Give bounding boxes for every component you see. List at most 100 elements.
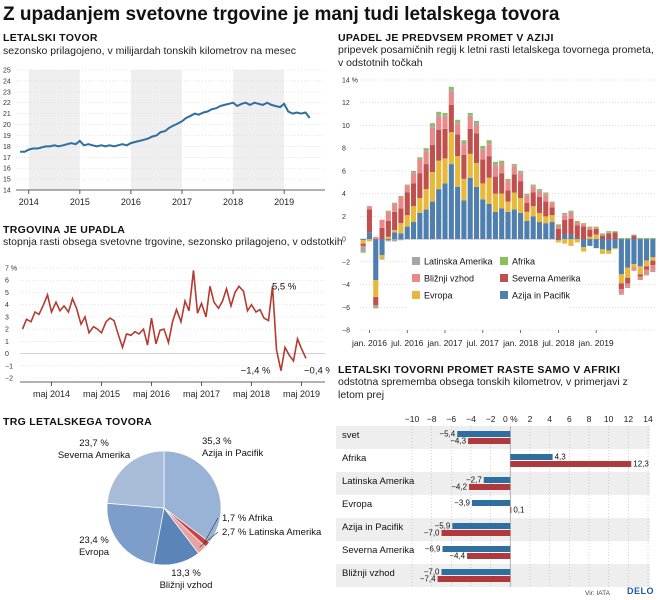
pie-name-label: Severna Amerika: [58, 450, 131, 461]
bar-segment: [581, 223, 587, 225]
bar-segment: [524, 211, 530, 221]
bar-segment: [543, 201, 549, 217]
bar-segment: [524, 193, 530, 195]
bar-segment: [373, 280, 379, 298]
bar-segment: [461, 142, 467, 145]
y-tick-label: 0: [5, 351, 9, 358]
y-tick-label: 7 %: [5, 266, 17, 273]
bar-segment: [379, 258, 385, 260]
bar-segment: [505, 178, 511, 180]
x-tick-label: 6: [567, 414, 572, 424]
x-tick-label: 12: [624, 414, 634, 424]
y-tick-label: 4: [5, 302, 9, 309]
bar-segment: [410, 172, 417, 174]
y-tick-label: 6: [342, 168, 346, 175]
bar-segment: [392, 239, 398, 242]
legend-label: Severna Amerika: [512, 274, 581, 284]
x-tick-label: 2018: [223, 197, 243, 207]
bar-segment: [511, 174, 517, 193]
bar-segment: [599, 239, 606, 250]
bar-segment: [436, 189, 442, 240]
bar-segment: [455, 186, 461, 240]
bar-segment: [644, 266, 650, 270]
bar-segment: [461, 178, 467, 201]
bar-segment: [599, 235, 606, 240]
y-tick-label: −8: [342, 328, 350, 335]
bar-segment: [562, 214, 568, 216]
bar-segment: [360, 240, 366, 244]
bar-segment: [568, 218, 574, 235]
bar-segment: [593, 234, 599, 240]
bar-segment: [404, 215, 410, 227]
y-tick-label: 3: [5, 314, 9, 321]
bar-segment: [650, 237, 656, 240]
x-tick-label: maj 2014: [33, 389, 70, 399]
x-tick-label: −6: [446, 414, 456, 424]
bar-segment: [543, 216, 549, 224]
pie-value-label: 23,4 %: [79, 535, 109, 546]
bar-segment: [455, 156, 461, 187]
pie-label: 1,7 % Afrika: [222, 513, 273, 524]
bar-segment: [436, 160, 442, 190]
regions-subtitle: pripevek posamičnih regij k letni rasti …: [338, 44, 654, 69]
bar-segment: [549, 222, 555, 240]
bar-segment: [581, 239, 587, 248]
bar-segment: [417, 158, 423, 160]
shaded-year-band: [28, 70, 80, 190]
pie-slice: [106, 450, 165, 509]
shaded-year-band: [233, 70, 285, 190]
x-tick-label: maj 2017: [183, 389, 220, 399]
bar-segment: [429, 123, 435, 126]
bar-segment: [555, 228, 561, 240]
bar-segment: [392, 202, 398, 204]
africa-title: LETALSKI TOVORNI PROMET RASTE SAMO V AFR…: [338, 364, 621, 376]
bar-segment: [518, 212, 524, 240]
bar-segment: [536, 222, 543, 240]
bar-segment: [606, 231, 612, 233]
bar-value-label: −3,9: [454, 499, 470, 508]
bar-segment: [562, 212, 568, 215]
bar-segment: [511, 165, 517, 167]
bar-segment: [467, 112, 473, 116]
y-tick-label: 0: [342, 237, 346, 244]
annotation-label: −1,4 %: [241, 366, 271, 377]
bar-blue: [442, 546, 511, 552]
bar-segment: [536, 189, 543, 191]
pie-label: 2,7 % Latinska Amerika: [222, 527, 322, 538]
bar-segment: [480, 199, 486, 240]
bar-segment: [392, 230, 398, 233]
bar-segment: [518, 170, 524, 173]
bar-segment: [499, 208, 505, 240]
category-label: Evropa: [342, 499, 373, 510]
bar-segment: [650, 260, 656, 266]
bar-segment: [587, 239, 593, 246]
bar-segment: [543, 194, 549, 202]
trade-series-line: [21, 270, 307, 371]
bar-segment: [644, 269, 650, 275]
bar-segment: [442, 115, 448, 118]
cargo-series-line: [20, 101, 311, 153]
market-pie-chart: 35,3 %Azija in Pacifik 1,7 % Afrika 2,7 % …: [58, 436, 322, 591]
row-band: [336, 472, 650, 495]
bar-segment: [549, 202, 555, 208]
bar-segment: [379, 227, 385, 240]
y-tick-label: −4: [342, 282, 350, 289]
bar-segment: [486, 140, 492, 143]
bar-segment: [404, 185, 410, 193]
shaded-year-band: [130, 70, 182, 190]
bar-segment: [536, 191, 543, 198]
bar-segment: [480, 183, 486, 200]
bar-segment: [385, 240, 391, 242]
bar-segment: [606, 232, 612, 234]
bar-segment: [499, 162, 505, 165]
market-title: TRG LETALSKEGA TOVORA: [3, 416, 153, 428]
x-tick-label: 2019: [274, 197, 294, 207]
legend-swatch: [500, 257, 508, 265]
bar-segment: [637, 276, 643, 280]
bar-segment: [473, 123, 480, 126]
africa-chart: −10 −8 −6 −4 −2 0 % 2 4 6 8 10 12 14 svet −5,4−4,3 Afri…: [336, 414, 653, 587]
bar-segment: [492, 176, 498, 194]
bar-segment: [385, 210, 391, 212]
bar-segment: [366, 232, 372, 240]
row-band: [336, 518, 650, 541]
